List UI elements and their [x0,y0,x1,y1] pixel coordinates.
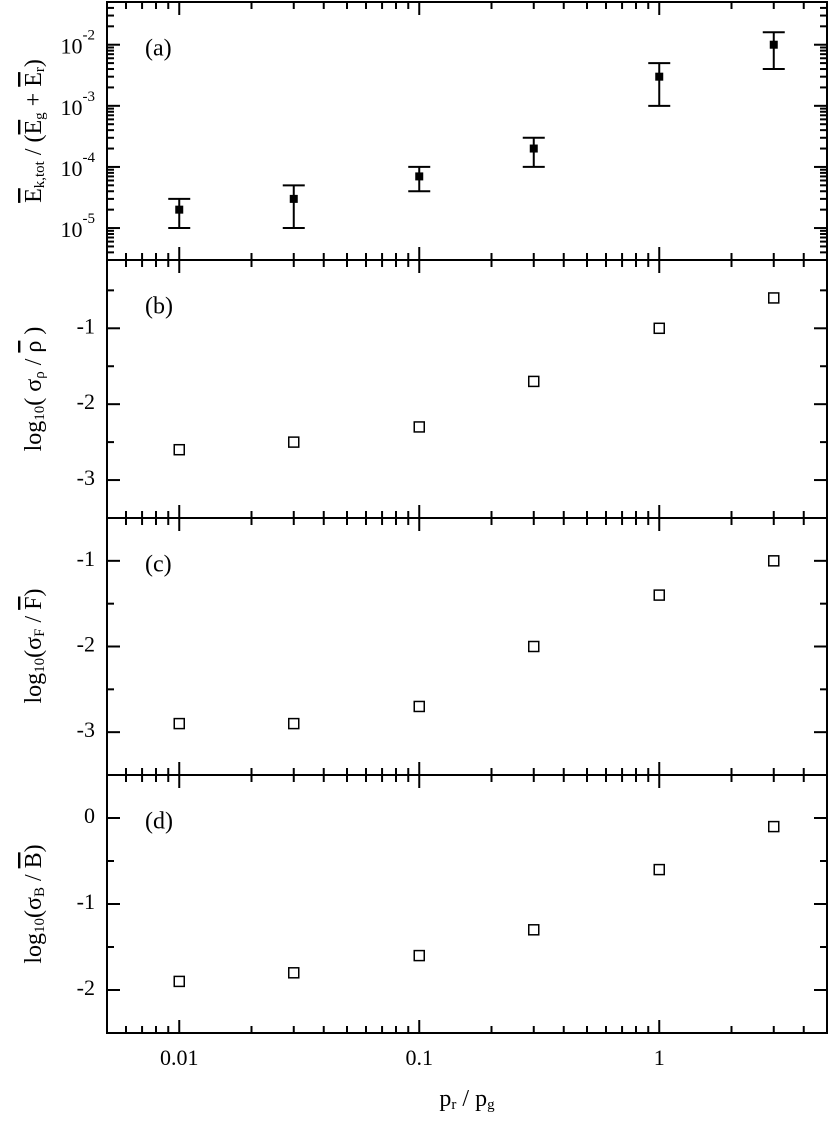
plot-frame [106,259,828,519]
y-axis-label: log10(σF / F) [21,589,49,704]
y-tick-exponent: -5 [83,211,96,227]
plot-frame [106,1,828,261]
point [655,72,664,81]
point [175,205,184,214]
y-tick-exponent: -4 [83,150,96,166]
error-bar [762,31,785,71]
x-tick-label: 0.01 [160,1045,199,1070]
panel-label: (c) [145,552,172,578]
point [653,322,665,335]
plot-frame [106,517,828,776]
point [768,820,780,833]
point [768,555,780,567]
y-tick-label: -1 [77,889,95,914]
error-bar [282,184,305,230]
y-tick-base: 10 [61,34,83,59]
y-tick-exponent: -2 [83,28,96,44]
point [528,640,540,653]
point [289,194,298,203]
y-tick-label: -3 [77,465,95,490]
x-tick-label: 0.1 [405,1045,433,1070]
y-tick-label: -2 [77,975,95,1000]
y-tick-label: -1 [77,313,95,338]
y-axis-label: Ek,tot / (Eg + Er) [21,59,49,203]
x-axis-label: pr / pg [439,1086,495,1114]
point [415,172,424,181]
point [413,421,425,433]
y-tick-label: 10-4 [61,150,96,181]
y-tick-base: 10 [61,156,83,181]
panel-label: (b) [145,294,173,320]
point [768,292,780,304]
panel-label: (a) [145,36,172,62]
y-tick-base: 10 [61,217,83,242]
y-tick-label: 10-5 [61,211,96,242]
point [528,924,540,936]
x-tick-label: 1 [654,1045,665,1070]
point [413,949,425,962]
y-axis-label: log10( σρ / ρ ) [21,327,49,452]
y-axis-label: log10(σB / B) [21,844,49,963]
y-tick-label: 10-3 [61,89,96,120]
point [769,40,778,49]
point [173,975,185,988]
y-tick-exponent: -3 [83,89,96,105]
point [653,589,665,601]
point [173,717,185,730]
point [288,436,300,448]
point [413,700,425,713]
point [288,967,300,979]
point [653,863,665,876]
error-bar [648,62,671,107]
plot-frame [106,774,828,1034]
point [529,144,538,153]
point [173,443,185,456]
y-tick-label: -3 [77,717,95,742]
point [528,375,540,388]
y-tick-base: 10 [61,95,83,120]
point [288,717,300,730]
panel-label: (d) [145,809,173,835]
y-tick-label: -2 [77,632,95,657]
y-tick-label: 10-2 [61,28,96,59]
y-tick-label: 0 [84,803,95,828]
y-tick-label: -1 [77,546,95,571]
y-tick-label: -2 [77,389,95,414]
